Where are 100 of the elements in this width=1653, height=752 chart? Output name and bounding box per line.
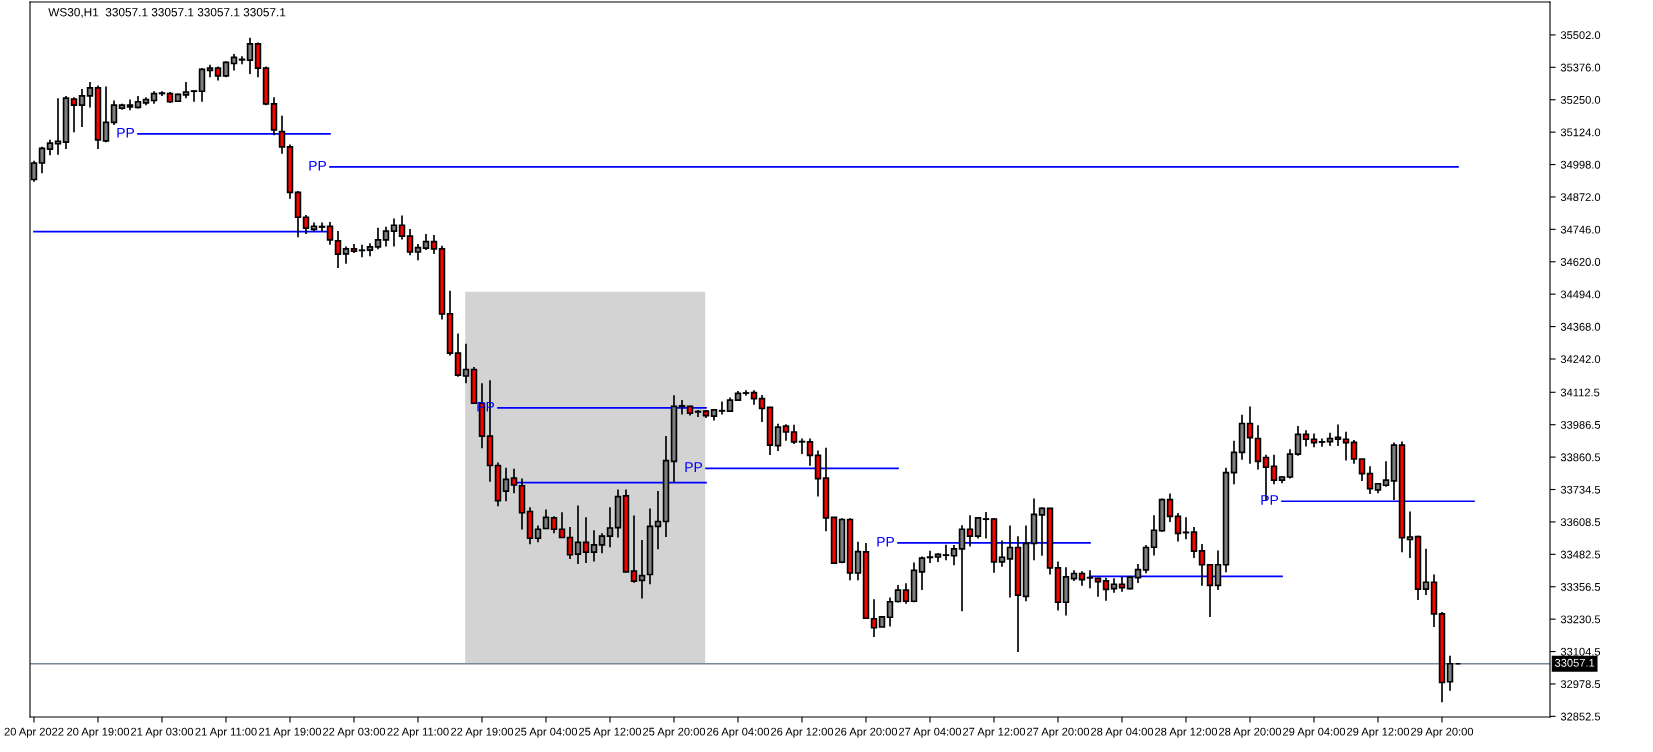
- y-tick-label: 33608.5: [1560, 518, 1601, 527]
- candlestick: [1086, 569, 1094, 589]
- y-tick-label: 33104.5: [1560, 647, 1601, 656]
- candlestick: [1214, 549, 1222, 591]
- y-tick-label: 34242.0: [1560, 355, 1601, 364]
- candlestick: [1006, 524, 1014, 599]
- candlestick: [542, 508, 550, 530]
- candlestick: [582, 516, 590, 564]
- candlestick: [110, 99, 118, 126]
- candlestick: [958, 524, 966, 613]
- y-tick-label: 33230.5: [1560, 615, 1601, 624]
- y-tick-label: 33734.5: [1560, 485, 1601, 494]
- candlestick: [1142, 544, 1150, 575]
- y-tick-label: 35376.0: [1560, 63, 1601, 72]
- x-tick-label: 21 Apr 11:00: [195, 727, 257, 738]
- x-tick-label: 27 Apr 04:00: [899, 727, 962, 738]
- candlestick: [902, 582, 910, 605]
- candlestick: [566, 526, 574, 560]
- candlestick: [1246, 405, 1254, 465]
- candlestick: [198, 67, 206, 103]
- y-tick-label: 32978.5: [1560, 680, 1601, 689]
- candlestick: [102, 85, 110, 144]
- candlestick: [630, 514, 638, 584]
- x-tick-label: 28 Apr 12:00: [1155, 727, 1218, 738]
- candlestick: [1198, 543, 1206, 587]
- candlestick: [982, 511, 990, 540]
- y-tick-label: 34746.0: [1560, 225, 1601, 234]
- y-tick-label: 34998.0: [1560, 160, 1601, 169]
- candlestick: [1254, 424, 1262, 471]
- x-tick-label: 29 Apr 20:00: [1411, 727, 1474, 738]
- candlestick: [678, 399, 686, 416]
- candlestick: [1294, 425, 1302, 457]
- y-tick-label: 35124.0: [1560, 128, 1601, 137]
- candlestick: [574, 504, 582, 565]
- x-tick-label: 26 Apr 04:00: [707, 727, 770, 738]
- x-tick-label: 27 Apr 20:00: [1027, 727, 1090, 738]
- x-tick-label: 25 Apr 12:00: [579, 727, 642, 738]
- y-tick-label: 34494.0: [1560, 290, 1601, 299]
- candlestick: [238, 55, 246, 66]
- x-tick-label: 22 Apr 19:00: [451, 727, 514, 738]
- candlestick: [510, 467, 518, 495]
- candlestick: [502, 466, 510, 503]
- y-tick-label: 33860.5: [1560, 453, 1601, 462]
- y-tick-label: 35250.0: [1560, 96, 1601, 104]
- candlestick: [1318, 437, 1326, 448]
- x-tick-label: 21 Apr 03:00: [131, 727, 194, 738]
- candlestick: [278, 114, 286, 155]
- candlestick: [974, 516, 982, 540]
- y-tick-label: 33356.5: [1560, 583, 1601, 591]
- candlestick: [654, 490, 662, 551]
- candlestick: [966, 514, 974, 548]
- candlestick: [246, 36, 254, 75]
- candlestick: [638, 539, 646, 600]
- x-tick-label: 22 Apr 11:00: [387, 727, 449, 738]
- y-tick-label: 33986.5: [1560, 420, 1601, 429]
- series-label: PP: [309, 160, 327, 171]
- candlestick: [814, 449, 822, 498]
- candlestick: [598, 532, 606, 555]
- candlestick: [758, 394, 766, 423]
- candlestick: [1038, 506, 1046, 557]
- candlestick: [718, 400, 726, 416]
- candlestick: [870, 598, 878, 638]
- x-tick-label: 28 Apr 20:00: [1219, 727, 1282, 738]
- candlestick: [606, 506, 614, 549]
- candlestick: [374, 226, 382, 250]
- x-tick-label: 29 Apr 04:00: [1283, 727, 1346, 738]
- x-tick-label: 29 Apr 12:00: [1347, 727, 1410, 738]
- candlestick: [406, 228, 414, 257]
- candlestick: [790, 423, 798, 445]
- candlestick: [950, 544, 958, 567]
- x-tick-label: 20 Apr 19:00: [67, 727, 130, 738]
- candlestick: [1270, 453, 1278, 486]
- candlestick: [1286, 448, 1294, 480]
- x-tick-label: 25 Apr 20:00: [643, 727, 706, 738]
- candlestick: [1358, 458, 1366, 482]
- candlestick: [1350, 439, 1358, 465]
- candlestick: [398, 214, 406, 241]
- y-tick-label: 35502.0: [1560, 31, 1601, 40]
- candlestick: [1382, 460, 1390, 488]
- candlestick: [1166, 492, 1174, 523]
- ref-line-label: 33057.1: [1554, 658, 1595, 667]
- candlestick: [918, 555, 926, 591]
- candlestick: [942, 543, 950, 562]
- candlestick: [854, 541, 862, 582]
- x-tick-label: 28 Apr 04:00: [1091, 727, 1154, 738]
- candlestick: [302, 214, 310, 235]
- y-tick-label: 34620.0: [1560, 258, 1601, 266]
- candlestick: [1206, 563, 1214, 618]
- x-tick-label: 26 Apr 20:00: [835, 727, 898, 738]
- y-tick-label: 34872.0: [1560, 193, 1601, 202]
- x-tick-label: 25 Apr 04:00: [515, 727, 578, 738]
- candlestick: [1230, 439, 1238, 486]
- candlestick: [1174, 512, 1182, 543]
- x-tick-label: 20 Apr 2022: [4, 727, 64, 738]
- candlestick: [798, 437, 806, 455]
- candlestick: [1342, 430, 1350, 462]
- candlestick: [1446, 654, 1454, 692]
- candlestick: [190, 89, 198, 103]
- series-label: PP: [685, 462, 703, 472]
- y-tick-label: 34368.0: [1560, 322, 1601, 331]
